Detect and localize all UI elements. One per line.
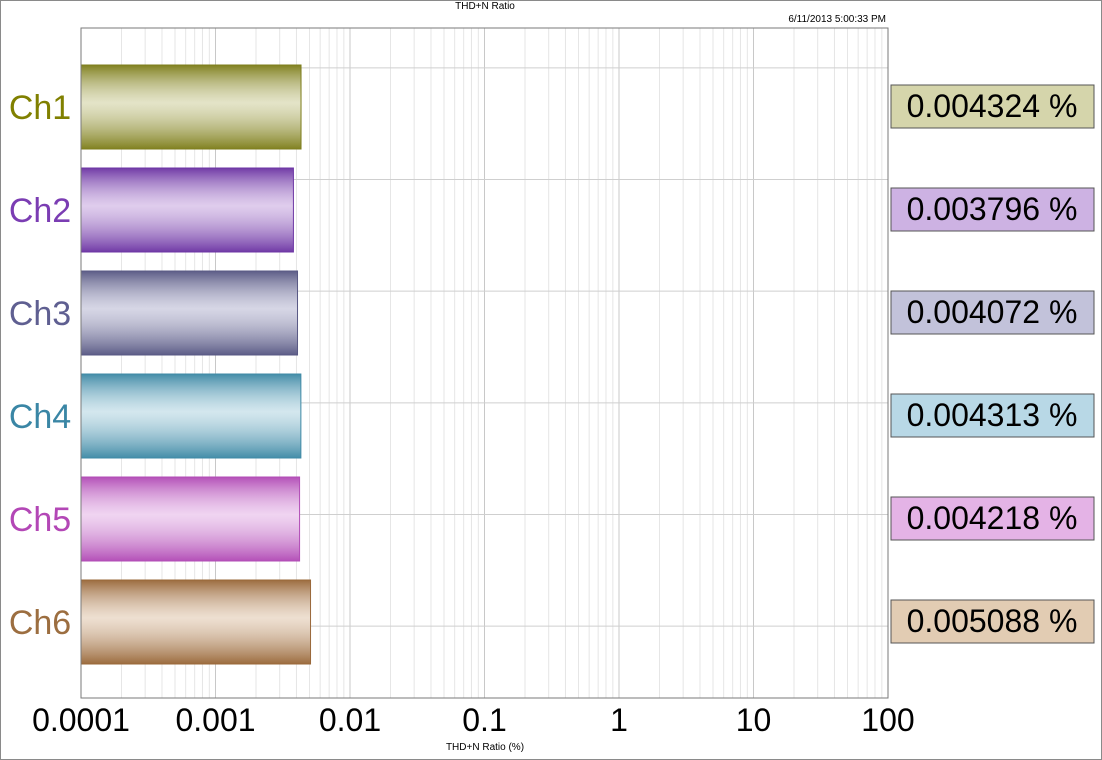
x-tick-label: 100	[861, 702, 914, 738]
timestamp: 6/11/2013 5:00:33 PM	[788, 14, 886, 25]
bar-gloss-ch5	[80, 476, 301, 562]
value-label-box	[890, 290, 1095, 335]
plot-border	[80, 27, 889, 699]
category-label: Ch3	[9, 295, 71, 333]
value-label: 0.003796 %	[907, 191, 1078, 227]
x-axis-label: THD+N Ratio (%)	[445, 742, 525, 753]
category-label: Ch4	[9, 398, 71, 436]
value-label-box	[890, 393, 1095, 438]
bar-gloss-ch3	[80, 270, 299, 356]
value-label: 0.004324 %	[907, 88, 1078, 124]
x-tick-label: 1	[610, 702, 628, 738]
x-tick-label: 0.01	[319, 702, 381, 738]
value-label: 0.004072 %	[907, 294, 1078, 330]
category-label: Ch1	[9, 89, 71, 127]
bar-gloss-ch2	[80, 167, 294, 253]
value-label-box	[890, 84, 1095, 129]
value-label-box	[890, 496, 1095, 541]
bar-gloss-ch1	[80, 64, 302, 150]
category-label: Ch5	[9, 501, 71, 539]
bar-gloss-ch4	[80, 373, 302, 459]
value-label: 0.004313 %	[907, 397, 1078, 433]
value-label-box	[890, 187, 1095, 232]
category-label: Ch2	[9, 192, 71, 230]
x-tick-label: 0.1	[462, 702, 506, 738]
chart-title: THD+N Ratio	[455, 1, 515, 12]
x-tick-label: 10	[736, 702, 772, 738]
value-label-box	[890, 599, 1095, 644]
x-tick-label: 0.001	[175, 702, 255, 738]
category-label: Ch6	[9, 604, 71, 642]
value-label: 0.004218 %	[907, 500, 1078, 536]
x-tick-label: 0.0001	[32, 702, 130, 738]
bar-gloss-ch6	[80, 579, 312, 665]
value-label: 0.005088 %	[907, 603, 1078, 639]
